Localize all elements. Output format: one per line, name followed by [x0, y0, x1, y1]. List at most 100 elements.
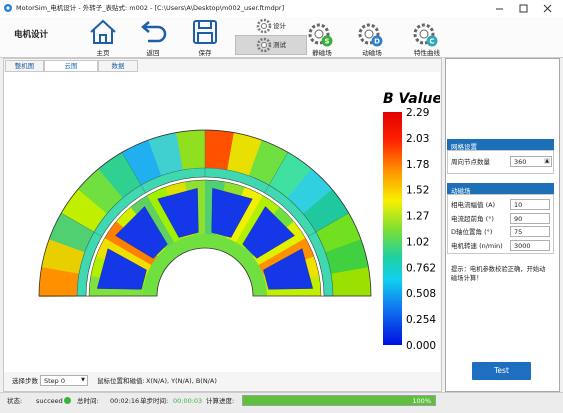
field-input[interactable]: 90	[510, 212, 550, 224]
rotor-segment	[41, 239, 85, 275]
field-header: 动磁场	[447, 183, 554, 195]
button-label[interactable]: 主页	[96, 49, 110, 57]
field-plot: B Value 2.29 2.03 1.78 1.52 1.27 1.02 0.762 0.5…	[4, 72, 440, 372]
button-label[interactable]: 返回	[146, 49, 160, 57]
colorbar-label: 1.52	[406, 185, 429, 197]
colorbar-label: 0.508	[406, 288, 436, 300]
field-label: 电机转速 (n/min)	[451, 241, 503, 250]
pole-line	[61, 212, 103, 237]
field-input[interactable]: 75	[510, 226, 550, 237]
button-label[interactable]: 动磁场	[362, 49, 382, 57]
field-input[interactable]: 10	[510, 199, 550, 210]
button-label[interactable]: 保存	[198, 49, 212, 57]
slot	[263, 248, 313, 290]
rotor-segment	[60, 189, 107, 233]
gear-core	[364, 29, 374, 39]
gear-core	[261, 23, 267, 29]
rotor-segment	[302, 188, 349, 232]
total-label: 总时间:	[77, 397, 99, 405]
mouse-value: X(N/A), Y(N/A), B(N/A)	[146, 377, 217, 385]
colorbar-label: 0.762	[406, 262, 436, 274]
rotor-segment	[268, 151, 312, 198]
mouse-label: 鼠标位置和磁值:	[97, 377, 145, 385]
pole-line	[121, 152, 146, 194]
rotor-segment	[226, 132, 262, 176]
outline	[38, 129, 372, 297]
button-label[interactable]: 特性曲线	[414, 49, 440, 57]
rotor-segment	[175, 130, 205, 171]
slot	[97, 248, 147, 290]
colorbar-label: 1.02	[406, 236, 429, 248]
stator-segment	[221, 186, 263, 255]
settings-panel	[445, 58, 560, 392]
test-button[interactable]: Test	[472, 362, 531, 380]
tab[interactable]: 数据	[98, 60, 138, 72]
slot	[157, 188, 199, 238]
field-label: D轴位置角 (°)	[451, 228, 493, 236]
rotor-segment	[77, 168, 123, 215]
step-select[interactable]: Step 0 ▼	[40, 375, 88, 386]
rotor-segment	[204, 130, 234, 170]
colorbar-label: 2.29	[406, 107, 429, 119]
state-value: succeed	[36, 397, 63, 405]
rotor-segment	[248, 139, 288, 186]
field-input[interactable]: 3000	[510, 239, 550, 251]
window-title: MotorSim_电机设计 - 外转子_表贴式: m002 - [C:\User…	[16, 4, 285, 12]
rotor-segment	[315, 212, 361, 253]
colorbar-label: 0.254	[406, 314, 436, 326]
status-bar: 状态: succeed 总时间: 00:02:16 单步时间: 00:00:03…	[0, 392, 563, 413]
rotor-segment	[325, 238, 369, 274]
colorbar-label: 1.78	[406, 159, 429, 171]
step-time-label: 单步时间:	[140, 397, 169, 405]
back-icon[interactable]	[141, 21, 167, 43]
badge	[426, 35, 438, 47]
rotor-segment	[286, 168, 333, 214]
gear-core	[261, 42, 267, 48]
step-label: 选择步数	[12, 377, 38, 385]
mesh-header: 网格设置	[447, 139, 554, 151]
motor-contour	[38, 129, 372, 297]
gear-icon[interactable]	[358, 23, 380, 45]
gear-icon[interactable]	[256, 18, 272, 34]
mesh-group	[447, 150, 554, 174]
slot	[115, 206, 168, 259]
tab[interactable]: 整机图	[5, 60, 44, 72]
stator-yoke	[143, 234, 267, 296]
button-label[interactable]: 设计	[273, 22, 286, 30]
gear-core	[314, 29, 324, 39]
stator-segment	[246, 237, 315, 280]
slot	[211, 188, 253, 238]
gear-icon[interactable]	[256, 37, 272, 53]
mesh-label: 周向节点数量	[451, 158, 490, 166]
rotor-segment	[147, 132, 183, 176]
colorbar-label: 0.000	[406, 340, 436, 352]
gear-core	[419, 29, 429, 39]
total-value: 00:02:16	[110, 397, 140, 405]
mesh-input[interactable]: 360 ▲	[510, 156, 552, 167]
stator-segment	[95, 238, 164, 280]
tab[interactable]: 云图	[44, 60, 98, 72]
state-label: 状态:	[7, 397, 23, 405]
badge-letter: S	[324, 38, 329, 46]
badge-letter: D	[374, 38, 380, 46]
toolbar: 电机设计 S D C 主页 返回 保存 设计测试静磁场 动磁场 特性曲线	[0, 17, 563, 58]
colorbar-label: 1.27	[406, 211, 429, 223]
button-label[interactable]: 静磁场	[312, 49, 332, 57]
save-icon[interactable]	[193, 20, 217, 44]
colorbar-title: B Value	[383, 91, 440, 107]
badge	[371, 35, 383, 47]
window-controls[interactable]	[490, 2, 560, 15]
badge	[321, 35, 333, 47]
mesh-value: 360	[514, 158, 527, 166]
gear-icon[interactable]	[308, 23, 330, 45]
pole-line	[264, 152, 289, 194]
section-title: 电机设计	[14, 30, 49, 40]
state-indicator	[64, 397, 71, 404]
gear-icon[interactable]	[413, 23, 435, 45]
hint-text: 提示：电机参数校验正确，开始动磁场计算！	[451, 266, 546, 282]
rotor-segment	[330, 266, 371, 296]
badge-letter: C	[429, 38, 434, 46]
button-label[interactable]: 测试	[273, 41, 286, 49]
home-icon[interactable]	[90, 19, 116, 44]
